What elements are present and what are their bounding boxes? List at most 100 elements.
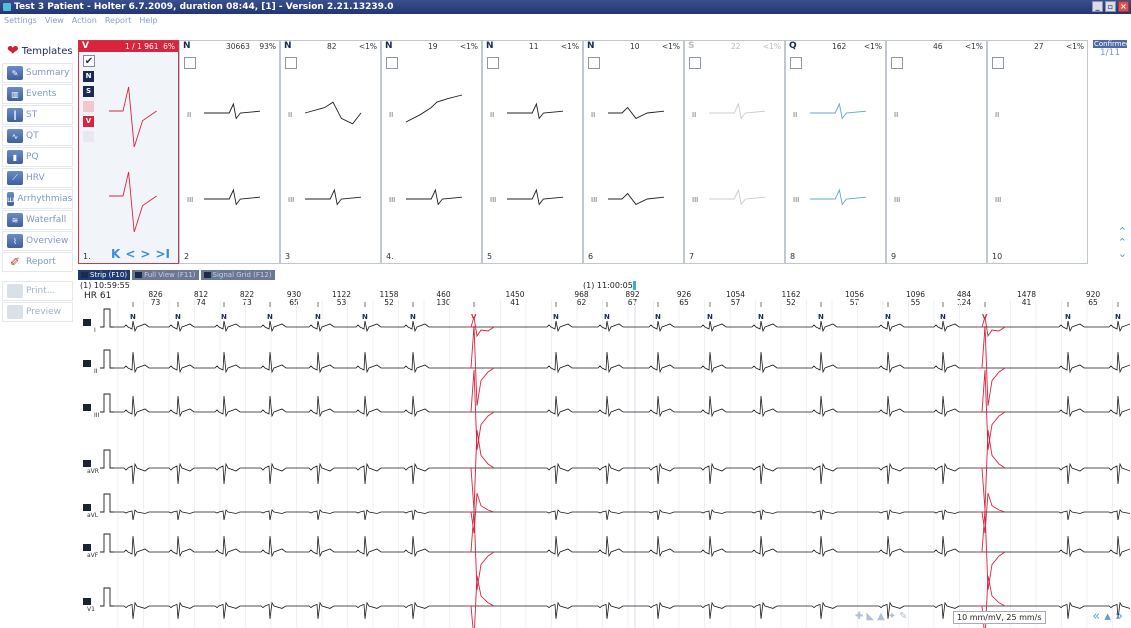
print-button[interactable]: Print... <box>2 281 73 301</box>
beat-label[interactable]: N <box>362 313 368 321</box>
sidebar-item-events[interactable]: ▥ Events <box>2 84 73 104</box>
tab-strip[interactable]: Strip (F10) <box>78 270 131 280</box>
lead-toggle[interactable] <box>83 360 91 367</box>
beat-label[interactable]: N <box>1115 313 1121 321</box>
template-card[interactable]: S 22 <1% 7 II III <box>684 40 785 264</box>
prev-icon[interactable]: < <box>125 247 136 261</box>
last-icon[interactable]: >I <box>155 247 170 261</box>
scale-setting[interactable]: 10 mm/mV, 25 mm/s <box>953 611 1046 624</box>
sidebar-item-hrv[interactable]: ⟋ HRV <box>2 168 73 188</box>
template-checkbox[interactable] <box>285 57 297 69</box>
beat-label[interactable]: N <box>604 313 610 321</box>
template-class: V <box>82 41 89 51</box>
template-checkbox[interactable] <box>386 57 398 69</box>
sidebar-item-overview[interactable]: ⌇ Overview <box>2 231 73 251</box>
class-x-button[interactable] <box>83 101 94 112</box>
sidebar-item-pq[interactable]: ▮ PQ <box>2 147 73 167</box>
template-card[interactable]: N 19 <1% 4. II III <box>381 40 482 264</box>
ventricular-beat[interactable] <box>466 369 495 450</box>
beat-label[interactable]: N <box>221 313 227 321</box>
confirm-checkbox[interactable]: ✔ <box>83 55 95 67</box>
template-card[interactable]: N 82 <1% 3 II III <box>280 40 381 264</box>
template-checkbox[interactable] <box>992 57 1004 69</box>
template-checkbox[interactable] <box>184 57 196 69</box>
beat-label[interactable]: N <box>818 313 824 321</box>
template-card[interactable]: N 10 <1% 6 II III <box>583 40 684 264</box>
lead-toggle[interactable] <box>83 404 91 411</box>
lead-toggle[interactable] <box>83 598 91 605</box>
sidebar-item-st[interactable]: ┃ ST <box>2 105 73 125</box>
beat-label[interactable]: N <box>410 313 416 321</box>
next-icon[interactable]: > <box>140 247 151 261</box>
sidebar-item-templates[interactable]: ❤ Templates <box>2 40 73 62</box>
beat-label[interactable]: N <box>315 313 321 321</box>
minimize-button[interactable]: _ <box>1092 1 1103 12</box>
ventricular-beat[interactable] <box>466 492 495 534</box>
sidebar-item-qt[interactable]: ∿ QT <box>2 126 73 146</box>
tab-full-view[interactable]: Full View (F11) <box>132 270 199 280</box>
beat-label[interactable]: N <box>553 313 559 321</box>
template-card[interactable]: Q 162 <1% 8 II III <box>785 40 886 264</box>
close-button[interactable]: × <box>1118 1 1129 12</box>
beat-label[interactable]: N <box>940 313 946 321</box>
menu-view[interactable]: View <box>44 16 64 25</box>
ventricular-beat[interactable] <box>466 316 495 338</box>
preview-button[interactable]: Preview <box>2 302 73 322</box>
page-nav-icon[interactable]: « ▴ » <box>1092 609 1123 624</box>
sidebar-item-summary[interactable]: ✎ Summary <box>2 63 73 83</box>
maximize-button[interactable]: ▫ <box>1105 1 1116 12</box>
print-label: Print... <box>26 286 56 296</box>
template-checkbox[interactable] <box>689 57 701 69</box>
class-n-button[interactable]: N <box>83 71 94 82</box>
sidebar-item-report[interactable]: ✐ Report <box>2 252 73 272</box>
ventricular-beat[interactable] <box>466 575 495 628</box>
menu-help[interactable]: Help <box>139 16 158 25</box>
ventricular-beat[interactable] <box>977 369 1006 450</box>
sidebar-item-waterfall[interactable]: ≋ Waterfall <box>2 210 73 230</box>
template-card[interactable]: 27 <1% 10 II III <box>987 40 1088 264</box>
template-checkbox[interactable] <box>891 57 903 69</box>
sidebar-item-arrhythmias[interactable]: ш Arrhythmias <box>2 189 73 209</box>
class-q-button[interactable] <box>83 131 94 142</box>
ventricular-beat[interactable] <box>977 575 1006 628</box>
template-checkbox[interactable] <box>487 57 499 69</box>
menu-action[interactable]: Action <box>71 16 97 25</box>
ventricular-beat[interactable] <box>977 316 1006 338</box>
template-card[interactable]: N 11 <1% 5 II III <box>482 40 583 264</box>
class-v-button[interactable]: V <box>83 116 94 127</box>
beat-label[interactable]: N <box>1065 313 1071 321</box>
toolbar-icons[interactable]: ✚◣▲✦✎ <box>855 611 911 622</box>
menu-report[interactable]: Report <box>104 16 132 25</box>
beat-label[interactable]: N <box>130 313 136 321</box>
first-icon[interactable]: K <box>111 247 121 261</box>
lead-toggle[interactable] <box>83 319 91 326</box>
lead-toggle[interactable] <box>83 544 91 551</box>
beat-label[interactable]: N <box>175 313 181 321</box>
template-card[interactable]: N 30663 93% 2 II III <box>179 40 280 264</box>
ventricular-beat[interactable] <box>977 325 1006 406</box>
beat-label[interactable]: N <box>655 313 661 321</box>
ventricular-beat[interactable] <box>466 325 495 406</box>
ventricular-beat[interactable] <box>466 509 495 590</box>
lead-toggle[interactable] <box>83 460 91 467</box>
template-card[interactable]: V 1 / 1 961 6% 1. ✔ N S V K < > >I <box>78 40 179 264</box>
ventricular-beat[interactable] <box>977 492 1006 534</box>
beat-label[interactable]: N <box>267 313 273 321</box>
template-checkbox[interactable] <box>790 57 802 69</box>
lead-toggle[interactable] <box>83 504 91 511</box>
ventricular-beat[interactable] <box>977 509 1006 590</box>
template-checkbox[interactable] <box>588 57 600 69</box>
template-card[interactable]: 46 <1% 9 II III <box>886 40 987 264</box>
scroll-arrows-icon[interactable]: ⌃ ⌃ ⌄ <box>1117 225 1127 260</box>
ventricular-beat[interactable] <box>466 430 495 511</box>
ventricular-beat[interactable] <box>977 430 1006 511</box>
class-s-button[interactable]: S <box>83 86 94 97</box>
menu-settings[interactable]: Settings <box>4 16 37 25</box>
beat-label[interactable]: N <box>707 313 713 321</box>
beat-label[interactable]: N <box>758 313 764 321</box>
time-cursor[interactable] <box>633 281 636 290</box>
beat-label[interactable]: N <box>885 313 891 321</box>
tab-signal-grid[interactable]: Signal Grid (F12) <box>200 270 275 280</box>
confirmed-indicator: Confirmed 1/11 <box>1093 40 1130 58</box>
